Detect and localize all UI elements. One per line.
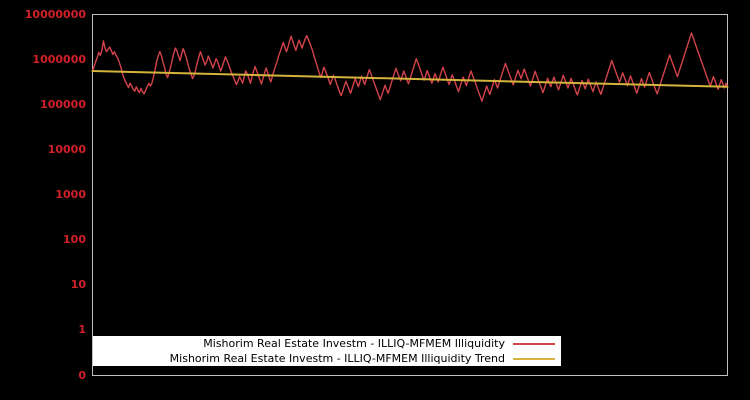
legend-entry-illiquidity-trend[interactable]: Mishorim Real Estate Investm - ILLIQ-MFM… — [93, 351, 561, 366]
data-series-layer — [91, 32, 729, 102]
chart-legend: Mishorim Real Estate Investm - ILLIQ-MFM… — [93, 336, 561, 366]
y-axis-tick-10: 10 — [70, 278, 86, 292]
y-axis-tick-1000: 1000 — [55, 188, 86, 201]
y-axis-tick-1: 1 — [78, 323, 86, 337]
y-axis-tick-10000000: 10000000 — [24, 7, 86, 21]
legend-label: Mishorim Real Estate Investm - ILLIQ-MFM… — [169, 351, 505, 365]
legend-label: Mishorim Real Estate Investm - ILLIQ-MFM… — [203, 336, 505, 350]
y-axis-tick-100000: 100000 — [40, 97, 86, 111]
plot-axes-frame — [92, 14, 728, 376]
y-axis-tick-10000: 10000 — [47, 142, 86, 156]
legend-color-swatch — [513, 342, 555, 345]
y-axis-tick-labels: 10000000 1000000 100000 10000 1000 100 10 1 0 — [0, 0, 86, 400]
y-axis-tick-0: 0 — [78, 368, 86, 382]
legend-color-swatch — [513, 357, 555, 360]
y-axis-tick-100: 100 — [63, 233, 86, 247]
y-axis-tick-1000000: 1000000 — [32, 52, 86, 66]
legend-entry-illiquidity[interactable]: Mishorim Real Estate Investm - ILLIQ-MFM… — [93, 336, 561, 351]
series-line-illiquidity-trend — [91, 69, 729, 88]
